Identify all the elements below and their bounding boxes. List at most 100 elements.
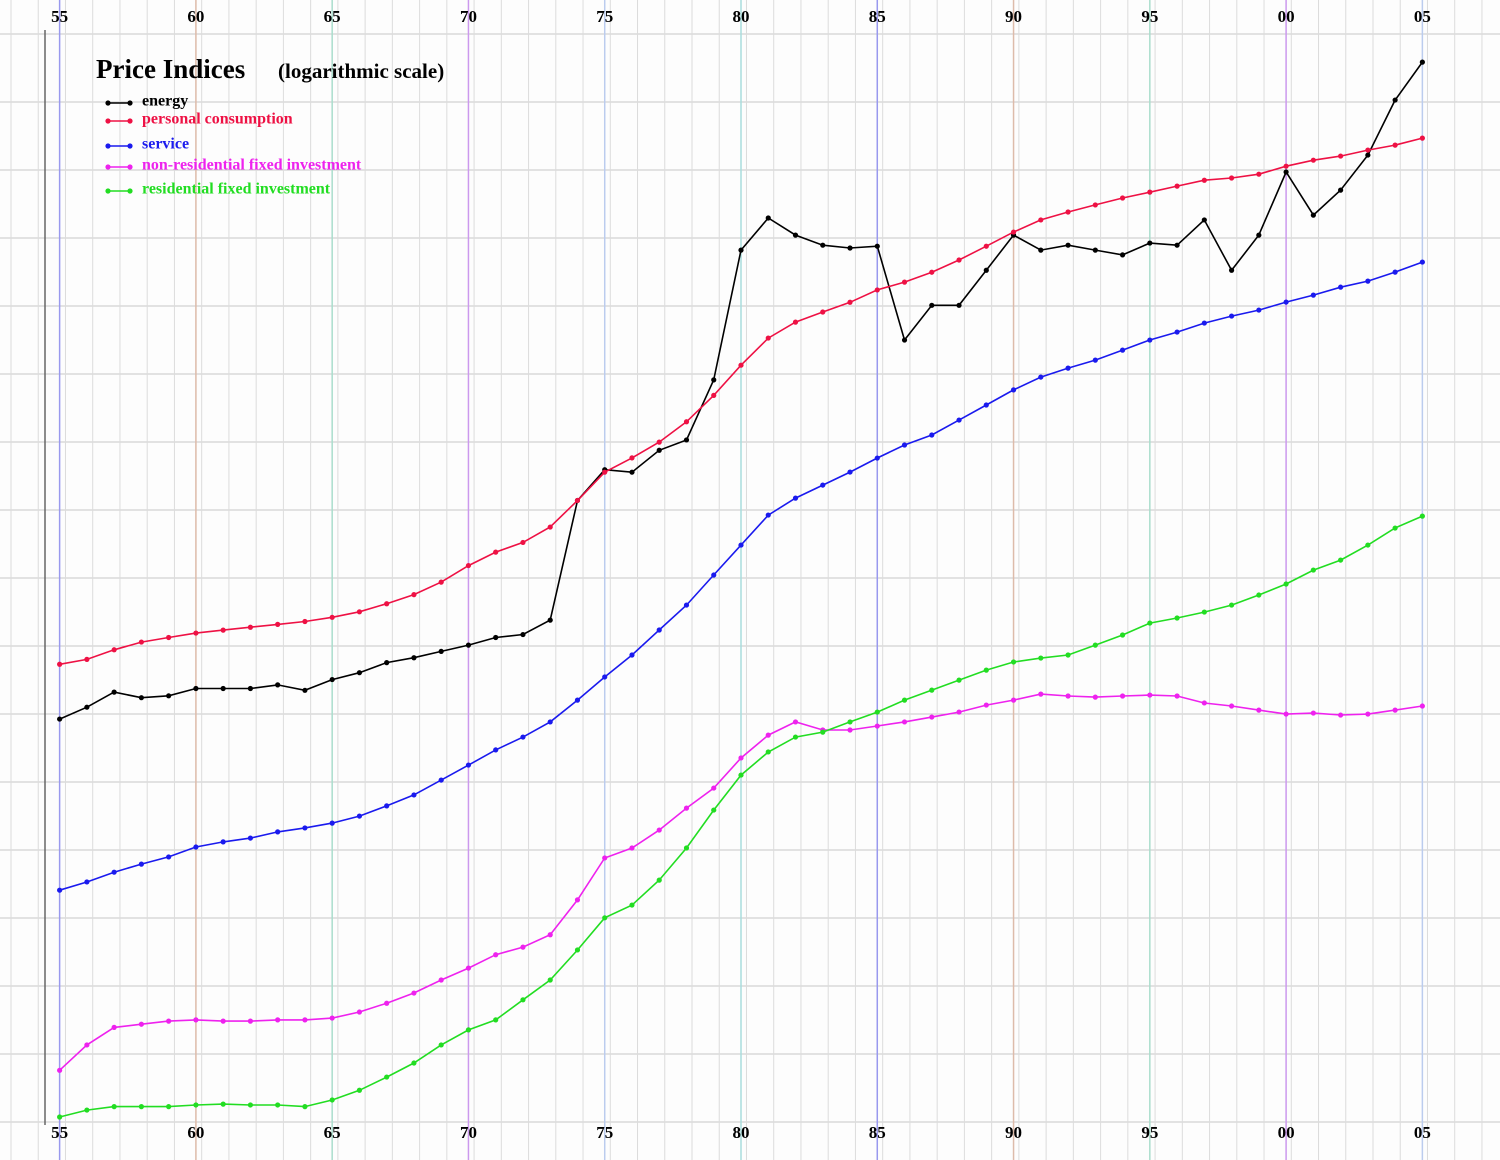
data-point [1010, 659, 1017, 665]
data-point [111, 1024, 117, 1030]
data-point [574, 497, 581, 504]
data-point [847, 245, 853, 251]
data-point [1419, 703, 1425, 709]
data-point [738, 362, 744, 368]
x-tick-label: 00 [1278, 1123, 1295, 1142]
data-point [792, 719, 799, 725]
data-point [1065, 242, 1071, 248]
data-point [547, 719, 553, 725]
data-point [629, 845, 635, 851]
legend-swatch [105, 143, 111, 149]
data-point [356, 609, 363, 615]
data-point [683, 805, 690, 811]
data-point [820, 309, 826, 315]
data-point [275, 1102, 281, 1108]
data-point [411, 592, 417, 598]
data-point [166, 693, 172, 699]
plot [57, 59, 1425, 1120]
data-point [901, 337, 908, 343]
legend-label: service [142, 136, 189, 153]
data-point [929, 687, 935, 693]
x-tick-label: 80 [733, 7, 750, 26]
data-point [656, 827, 662, 833]
chart-title: Price Indices [96, 54, 245, 84]
data-point [656, 877, 662, 883]
data-point [166, 1018, 172, 1024]
data-point [874, 455, 880, 461]
data-point [792, 232, 799, 238]
data-point [1038, 655, 1044, 661]
data-point [1228, 703, 1235, 709]
data-point [1419, 59, 1425, 65]
data-point [629, 455, 635, 461]
data-point [1310, 710, 1316, 716]
data-point [683, 437, 690, 443]
data-point [1228, 267, 1235, 273]
data-point [711, 572, 717, 578]
data-point [356, 1009, 363, 1015]
data-point [1392, 97, 1398, 103]
data-point [1119, 252, 1126, 258]
data-point [1174, 183, 1180, 189]
legend-swatch [127, 143, 133, 149]
data-point [220, 1018, 226, 1024]
data-point [1092, 247, 1098, 253]
data-point [656, 439, 662, 445]
data-point [901, 442, 908, 448]
data-point [1174, 242, 1180, 248]
data-point [602, 469, 608, 475]
data-point [329, 1015, 335, 1021]
x-tick-label: 60 [187, 7, 204, 26]
data-point [329, 614, 335, 620]
x-tick-label: 55 [51, 7, 68, 26]
x-tick-label: 95 [1141, 1123, 1158, 1142]
data-point [629, 902, 635, 908]
data-point [1283, 169, 1289, 175]
data-point [438, 977, 444, 983]
data-point [901, 279, 908, 285]
data-point [329, 676, 335, 683]
x-tick-label: 65 [324, 1123, 341, 1142]
data-point [547, 932, 553, 938]
data-point [765, 215, 771, 221]
data-point [84, 704, 90, 710]
x-tick-label: 65 [324, 7, 341, 26]
data-point [302, 618, 308, 625]
data-point [547, 977, 553, 983]
data-point [111, 1104, 117, 1110]
data-point [384, 803, 390, 809]
data-point [1365, 152, 1371, 158]
data-point [847, 727, 853, 733]
data-point [138, 639, 144, 645]
data-point [711, 392, 717, 398]
data-point [547, 524, 553, 530]
data-point [792, 319, 799, 325]
data-point [84, 656, 90, 662]
data-point [1119, 632, 1126, 638]
data-point [438, 777, 444, 783]
data-point [138, 861, 144, 867]
data-point [1338, 284, 1344, 290]
data-point [1038, 217, 1044, 223]
data-point [166, 1104, 172, 1110]
data-point [520, 539, 526, 546]
data-point [138, 1021, 144, 1027]
data-point [956, 257, 962, 263]
data-point [1147, 692, 1153, 698]
data-point [1201, 177, 1207, 183]
data-point [111, 689, 117, 695]
data-point [1338, 712, 1344, 718]
data-point [220, 1101, 226, 1107]
x-tick-label: 90 [1005, 7, 1022, 26]
data-point [547, 617, 553, 623]
x-tick-label: 60 [187, 1123, 204, 1142]
data-point [220, 839, 226, 845]
data-point [493, 1017, 499, 1023]
data-point [193, 630, 199, 636]
data-point [57, 716, 63, 722]
data-point [1419, 259, 1425, 265]
data-point [656, 627, 662, 633]
data-point [1065, 209, 1071, 215]
legend-swatch [127, 100, 133, 106]
